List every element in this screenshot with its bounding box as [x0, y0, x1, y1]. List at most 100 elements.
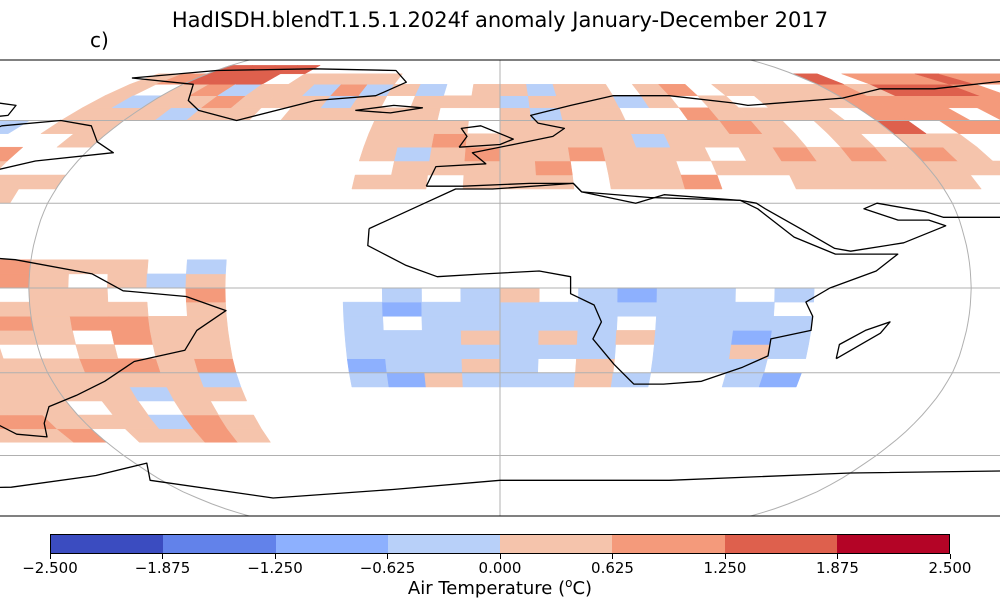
anomaly-cell: [146, 273, 187, 289]
anomaly-cell: [462, 174, 501, 190]
anomaly-cell: [567, 146, 606, 162]
colorbar-tick-label: −0.625: [359, 559, 416, 577]
colorbar-tick-label: 1.875: [816, 559, 859, 577]
anomaly-cell: [104, 84, 157, 96]
colorbar-tick-mark: [949, 554, 951, 559]
anomaly-cell: [423, 358, 463, 374]
colorbar-segment: [51, 535, 164, 553]
anomaly-cell: [30, 316, 73, 331]
anomaly-cell: [534, 160, 573, 176]
anomaly-cell: [68, 301, 110, 317]
coastline: [458, 125, 514, 148]
anomaly-cell: [107, 301, 149, 317]
anomaly-cell: [565, 133, 603, 148]
colorbar-tick-mark: [837, 554, 838, 559]
anomaly-cell: [368, 120, 407, 134]
anomaly-cell: [499, 107, 532, 121]
colorbar-tick-label: 0.000: [478, 559, 522, 577]
anomaly-cell: [67, 287, 109, 303]
anomaly-cell: [499, 95, 531, 109]
anomaly-cell: [401, 120, 438, 134]
anomaly-cell: [576, 330, 617, 345]
anomaly-cell: [537, 344, 578, 359]
anomaly-cell: [122, 372, 168, 388]
anomaly-cell: [499, 330, 540, 345]
anomaly-cell: [461, 344, 501, 359]
anomaly-cell: [397, 133, 435, 148]
anomaly-cell: [108, 316, 151, 331]
colorbar-tick-label: 2.500: [928, 559, 972, 577]
colorbar-tick-label: −1.875: [134, 559, 191, 577]
anomaly-cell: [680, 174, 723, 190]
anomaly-cell: [733, 316, 774, 331]
anomaly-cell: [218, 414, 262, 430]
anomaly-cell: [29, 259, 71, 275]
colorbar-tick-label: −2.500: [22, 559, 78, 577]
anomaly-cell: [0, 146, 24, 162]
anomaly-cell: [388, 174, 428, 190]
anomaly-cell: [0, 301, 32, 317]
coastline: [131, 68, 407, 122]
anomaly-cell: [421, 316, 462, 331]
anomaly-cell: [203, 386, 248, 402]
anomaly-cell: [536, 372, 576, 388]
anomaly-cell: [827, 133, 876, 148]
anomaly-cell: [28, 287, 69, 303]
anomaly-cell: [381, 287, 422, 303]
anomaly-cell: [348, 372, 390, 388]
anomaly-cell: [463, 160, 501, 176]
anomaly-cell: [469, 95, 501, 109]
anomaly-cell: [385, 358, 425, 374]
colorbar-tick-label: 0.625: [591, 559, 634, 577]
anomaly-cell: [386, 372, 427, 388]
anomaly-cell: [367, 73, 403, 85]
anomaly-cell: [692, 330, 734, 345]
anomaly-cell: [460, 316, 501, 331]
anomaly-cell: [758, 372, 802, 388]
anomaly-cell: [532, 133, 569, 148]
anomaly-cell: [617, 287, 658, 303]
anomaly-cell: [166, 386, 211, 402]
anomaly-cell: [562, 120, 599, 134]
anomaly-cell: [2, 358, 48, 374]
anomaly-cell: [526, 84, 557, 96]
panel-label: c): [90, 28, 109, 52]
colorbar-tick-mark: [162, 554, 163, 559]
colorbar-segment: [836, 535, 949, 553]
anomaly-cell: [384, 344, 424, 359]
anomaly-cell: [977, 107, 1000, 121]
anomaly-cell: [640, 160, 682, 176]
anomaly-cell: [767, 344, 809, 359]
coastlines: [0, 68, 1000, 499]
anomaly-cell: [101, 400, 149, 416]
anomaly-cell: [538, 330, 579, 345]
anomaly-cell: [601, 146, 642, 162]
anomaly-cell: [695, 287, 736, 303]
anomaly-cell: [345, 344, 386, 359]
anomaly-cell: [414, 84, 448, 96]
coastline: [835, 321, 891, 360]
anomaly-cell: [343, 316, 384, 331]
coastline: [0, 92, 114, 267]
anomaly-cell: [429, 146, 467, 162]
anomaly-cell: [0, 344, 4, 359]
anomaly-cell: [462, 372, 501, 388]
anomaly-cell: [656, 301, 697, 317]
anomaly-cell: [460, 330, 501, 345]
coastline: [426, 107, 1000, 286]
anomaly-cell: [464, 146, 501, 162]
anomaly-cell: [630, 133, 671, 148]
colorbar-tick-mark: [612, 554, 613, 559]
anomaly-cell: [424, 372, 464, 388]
anomaly-cell: [471, 84, 501, 96]
coastline: [367, 182, 899, 385]
anomaly-cell: [499, 146, 536, 162]
anomaly-cell: [695, 301, 736, 317]
anomaly-cell: [461, 358, 501, 374]
anomaly-cell: [346, 358, 388, 374]
anomaly-cell: [617, 301, 658, 317]
anomaly-cell: [655, 316, 696, 331]
anomaly-cell: [29, 301, 71, 317]
anomaly-cell: [578, 84, 614, 96]
anomaly-cell: [499, 120, 534, 134]
